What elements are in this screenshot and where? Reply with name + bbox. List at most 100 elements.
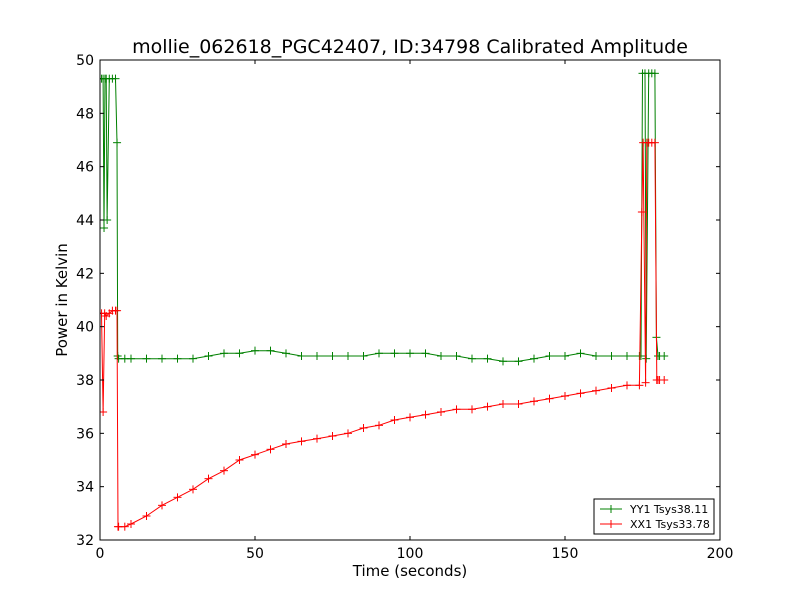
y-tick-label: 32 <box>76 533 94 549</box>
legend: YY1 Tsys38.11 XX1 Tsys33.78 <box>593 498 715 535</box>
data-point <box>375 421 383 430</box>
data-point <box>437 352 445 360</box>
data-point <box>592 352 600 360</box>
axis-ticks: 0 50 100 150 200 32 34 36 38 40 42 44 46 48 50 <box>76 53 733 562</box>
data-point <box>282 349 290 358</box>
data-point <box>235 349 244 358</box>
data-point <box>483 402 492 411</box>
data-point <box>120 522 129 531</box>
legend-item: YY1 Tsys38.11 <box>600 503 708 516</box>
data-point <box>576 389 585 398</box>
y-axis-label: Power in Kelvin <box>53 243 71 357</box>
data-point <box>530 397 538 406</box>
data-point <box>641 378 650 387</box>
data-point <box>251 346 259 355</box>
data-point <box>266 346 275 355</box>
data-point <box>113 306 122 315</box>
data-point <box>173 354 182 363</box>
data-point <box>514 400 523 408</box>
data-point <box>390 349 399 358</box>
data-point <box>313 352 321 360</box>
data-point <box>545 352 554 360</box>
data-point <box>636 352 645 360</box>
data-point <box>375 349 383 358</box>
data-point <box>607 384 616 392</box>
y-tick-label: 48 <box>76 106 94 122</box>
data-point <box>483 354 492 363</box>
data-point <box>313 434 321 443</box>
data-point <box>421 410 430 419</box>
data-point <box>297 437 306 446</box>
data-point <box>173 493 182 502</box>
data-point <box>421 349 430 358</box>
data-point <box>158 501 166 510</box>
data-point <box>623 381 631 390</box>
data-point <box>623 352 631 360</box>
data-point <box>251 450 259 459</box>
data-point <box>545 394 554 403</box>
data-point <box>100 224 109 232</box>
legend-label: XX1 Tsys33.78 <box>630 518 710 531</box>
y-tick-label: 38 <box>76 373 94 389</box>
y-tick-label: 40 <box>76 320 94 336</box>
data-point <box>660 376 669 384</box>
data-point <box>660 352 669 360</box>
data-point <box>127 520 135 528</box>
y-tick-label: 34 <box>76 480 94 496</box>
legend-label: YY1 Tsys38.11 <box>629 503 708 516</box>
y-tick-label: 46 <box>76 160 94 176</box>
data-point <box>204 352 213 360</box>
data-point <box>359 424 368 432</box>
data-point <box>561 352 569 360</box>
x-tick-label: 0 <box>96 546 105 562</box>
y-tick-label: 44 <box>76 213 94 229</box>
data-point <box>637 208 646 216</box>
data-point <box>328 352 337 360</box>
data-point <box>328 432 337 440</box>
y-tick-label: 36 <box>76 426 94 442</box>
legend-item: XX1 Tsys33.78 <box>600 518 710 531</box>
data-point <box>113 138 122 147</box>
data-point <box>635 381 644 390</box>
data-point <box>592 386 600 395</box>
data-point <box>189 354 197 363</box>
data-point <box>127 354 135 363</box>
data-point <box>297 352 306 360</box>
data-point <box>561 392 569 400</box>
data-point <box>452 352 461 360</box>
chart-title: mollie_062618_PGC42407, ID:34798 Calibra… <box>132 36 688 58</box>
data-point <box>406 349 414 358</box>
data-point <box>204 474 213 483</box>
data-point <box>530 354 538 363</box>
data-point <box>468 405 476 414</box>
data-point <box>607 352 616 360</box>
data-point <box>235 456 244 464</box>
data-point <box>158 354 166 363</box>
data-point <box>282 440 290 448</box>
x-tick-label: 50 <box>246 546 264 562</box>
x-tick-label: 200 <box>707 546 734 562</box>
data-point <box>650 138 659 147</box>
legend-box <box>593 498 715 535</box>
data-point <box>142 512 151 520</box>
data-point <box>344 352 352 360</box>
data-point <box>499 357 507 366</box>
data-point <box>189 485 197 494</box>
data-point <box>111 74 120 83</box>
data-point <box>359 352 368 360</box>
x-axis-label: Time (seconds) <box>352 562 468 580</box>
data-point <box>142 354 151 363</box>
data-point <box>103 216 112 224</box>
data-point <box>452 405 461 414</box>
data-point <box>220 349 228 358</box>
x-tick-label: 150 <box>552 546 579 562</box>
data-point <box>650 69 659 78</box>
data-point <box>266 445 275 454</box>
x-tick-label: 100 <box>397 546 424 562</box>
data-point <box>406 413 414 422</box>
data-point <box>437 408 445 416</box>
data-point <box>499 400 507 408</box>
data-point <box>576 349 585 358</box>
data-point <box>344 429 352 438</box>
